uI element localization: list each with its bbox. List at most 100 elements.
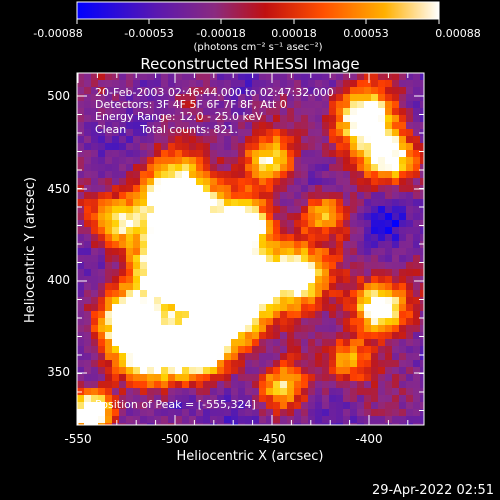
map-pixel bbox=[168, 374, 175, 381]
map-pixel bbox=[147, 297, 154, 304]
map-pixel bbox=[252, 339, 259, 346]
map-pixel bbox=[105, 108, 112, 115]
map-pixel bbox=[98, 339, 105, 346]
map-pixel bbox=[238, 73, 245, 80]
map-pixel bbox=[315, 423, 322, 425]
map-pixel bbox=[280, 255, 287, 262]
map-pixel bbox=[399, 192, 406, 199]
map-pixel bbox=[77, 164, 84, 171]
x-tick-label: -450 bbox=[258, 432, 285, 446]
map-pixel bbox=[84, 269, 91, 276]
map-pixel bbox=[308, 360, 315, 367]
map-pixel bbox=[385, 339, 392, 346]
map-pixel bbox=[252, 395, 259, 402]
map-pixel bbox=[224, 255, 231, 262]
map-pixel bbox=[189, 332, 196, 339]
map-pixel bbox=[301, 143, 308, 150]
map-pixel bbox=[126, 94, 133, 101]
map-pixel bbox=[217, 143, 224, 150]
map-pixel bbox=[196, 122, 203, 129]
map-pixel bbox=[231, 101, 238, 108]
map-pixel bbox=[301, 227, 308, 234]
map-pixel bbox=[224, 234, 231, 241]
map-pixel bbox=[266, 388, 273, 395]
map-pixel bbox=[98, 213, 105, 220]
map-pixel bbox=[378, 339, 385, 346]
map-pixel bbox=[217, 381, 224, 388]
map-pixel bbox=[245, 108, 252, 115]
map-pixel bbox=[91, 220, 98, 227]
map-pixel bbox=[196, 157, 203, 164]
map-pixel bbox=[98, 143, 105, 150]
map-pixel bbox=[392, 255, 399, 262]
map-pixel bbox=[252, 241, 259, 248]
map-pixel bbox=[175, 101, 182, 108]
map-pixel bbox=[357, 388, 364, 395]
map-pixel bbox=[224, 416, 231, 423]
map-pixel bbox=[301, 395, 308, 402]
map-pixel bbox=[175, 283, 182, 290]
map-pixel bbox=[189, 80, 196, 87]
map-pixel bbox=[112, 409, 119, 416]
map-pixel bbox=[413, 213, 420, 220]
map-pixel bbox=[133, 318, 140, 325]
map-pixel bbox=[168, 353, 175, 360]
map-pixel bbox=[287, 234, 294, 241]
map-pixel bbox=[91, 283, 98, 290]
map-pixel bbox=[266, 178, 273, 185]
map-pixel bbox=[259, 388, 266, 395]
map-pixel bbox=[105, 241, 112, 248]
map-pixel bbox=[126, 269, 133, 276]
map-pixel bbox=[231, 122, 238, 129]
map-pixel bbox=[224, 171, 231, 178]
map-pixel bbox=[413, 171, 420, 178]
map-pixel bbox=[84, 129, 91, 136]
map-pixel bbox=[91, 136, 98, 143]
map-pixel bbox=[175, 304, 182, 311]
map-pixel bbox=[119, 395, 126, 402]
map-pixel bbox=[266, 297, 273, 304]
map-pixel bbox=[350, 409, 357, 416]
map-pixel bbox=[196, 346, 203, 353]
map-pixel bbox=[91, 297, 98, 304]
map-pixel bbox=[217, 80, 224, 87]
map-pixel bbox=[196, 360, 203, 367]
map-pixel bbox=[231, 108, 238, 115]
map-pixel bbox=[392, 206, 399, 213]
map-pixel bbox=[133, 157, 140, 164]
map-pixel bbox=[98, 192, 105, 199]
map-pixel bbox=[364, 339, 371, 346]
map-pixel bbox=[329, 185, 336, 192]
map-pixel bbox=[364, 164, 371, 171]
map-pixel bbox=[189, 262, 196, 269]
annotation-block: 20-Feb-2003 02:46:44.000 to 02:47:32.000… bbox=[95, 86, 334, 136]
map-pixel bbox=[266, 360, 273, 367]
map-pixel bbox=[238, 290, 245, 297]
map-pixel bbox=[98, 388, 105, 395]
map-pixel bbox=[294, 220, 301, 227]
map-pixel bbox=[392, 248, 399, 255]
map-pixel bbox=[98, 297, 105, 304]
map-pixel bbox=[147, 94, 154, 101]
map-pixel bbox=[238, 227, 245, 234]
map-pixel bbox=[315, 241, 322, 248]
map-pixel bbox=[154, 311, 161, 318]
map-pixel bbox=[371, 339, 378, 346]
map-pixel bbox=[413, 346, 420, 353]
map-pixel bbox=[336, 269, 343, 276]
map-pixel bbox=[126, 150, 133, 157]
map-pixel bbox=[294, 192, 301, 199]
map-pixel bbox=[266, 94, 273, 101]
map-pixel bbox=[203, 332, 210, 339]
map-pixel bbox=[112, 416, 119, 423]
map-pixel bbox=[252, 255, 259, 262]
map-pixel bbox=[161, 129, 168, 136]
map-pixel bbox=[280, 94, 287, 101]
map-pixel bbox=[112, 255, 119, 262]
map-pixel bbox=[280, 199, 287, 206]
map-pixel bbox=[196, 80, 203, 87]
map-pixel bbox=[371, 129, 378, 136]
map-pixel bbox=[266, 87, 273, 94]
map-pixel bbox=[343, 367, 350, 374]
map-pixel bbox=[420, 213, 424, 220]
